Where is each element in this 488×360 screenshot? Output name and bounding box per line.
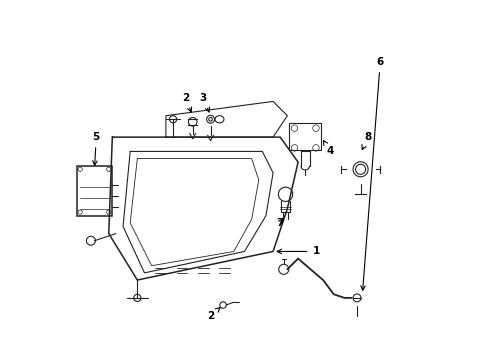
Text: 4: 4 bbox=[323, 140, 333, 157]
Text: 1: 1 bbox=[277, 247, 319, 256]
Text: 8: 8 bbox=[361, 132, 370, 149]
Text: 5: 5 bbox=[92, 132, 100, 165]
FancyBboxPatch shape bbox=[288, 123, 321, 150]
Text: 7: 7 bbox=[276, 218, 284, 228]
Text: 2: 2 bbox=[206, 308, 220, 321]
Text: 2: 2 bbox=[182, 93, 191, 112]
FancyBboxPatch shape bbox=[77, 166, 112, 216]
Text: 3: 3 bbox=[200, 93, 209, 112]
Text: 6: 6 bbox=[360, 57, 383, 290]
